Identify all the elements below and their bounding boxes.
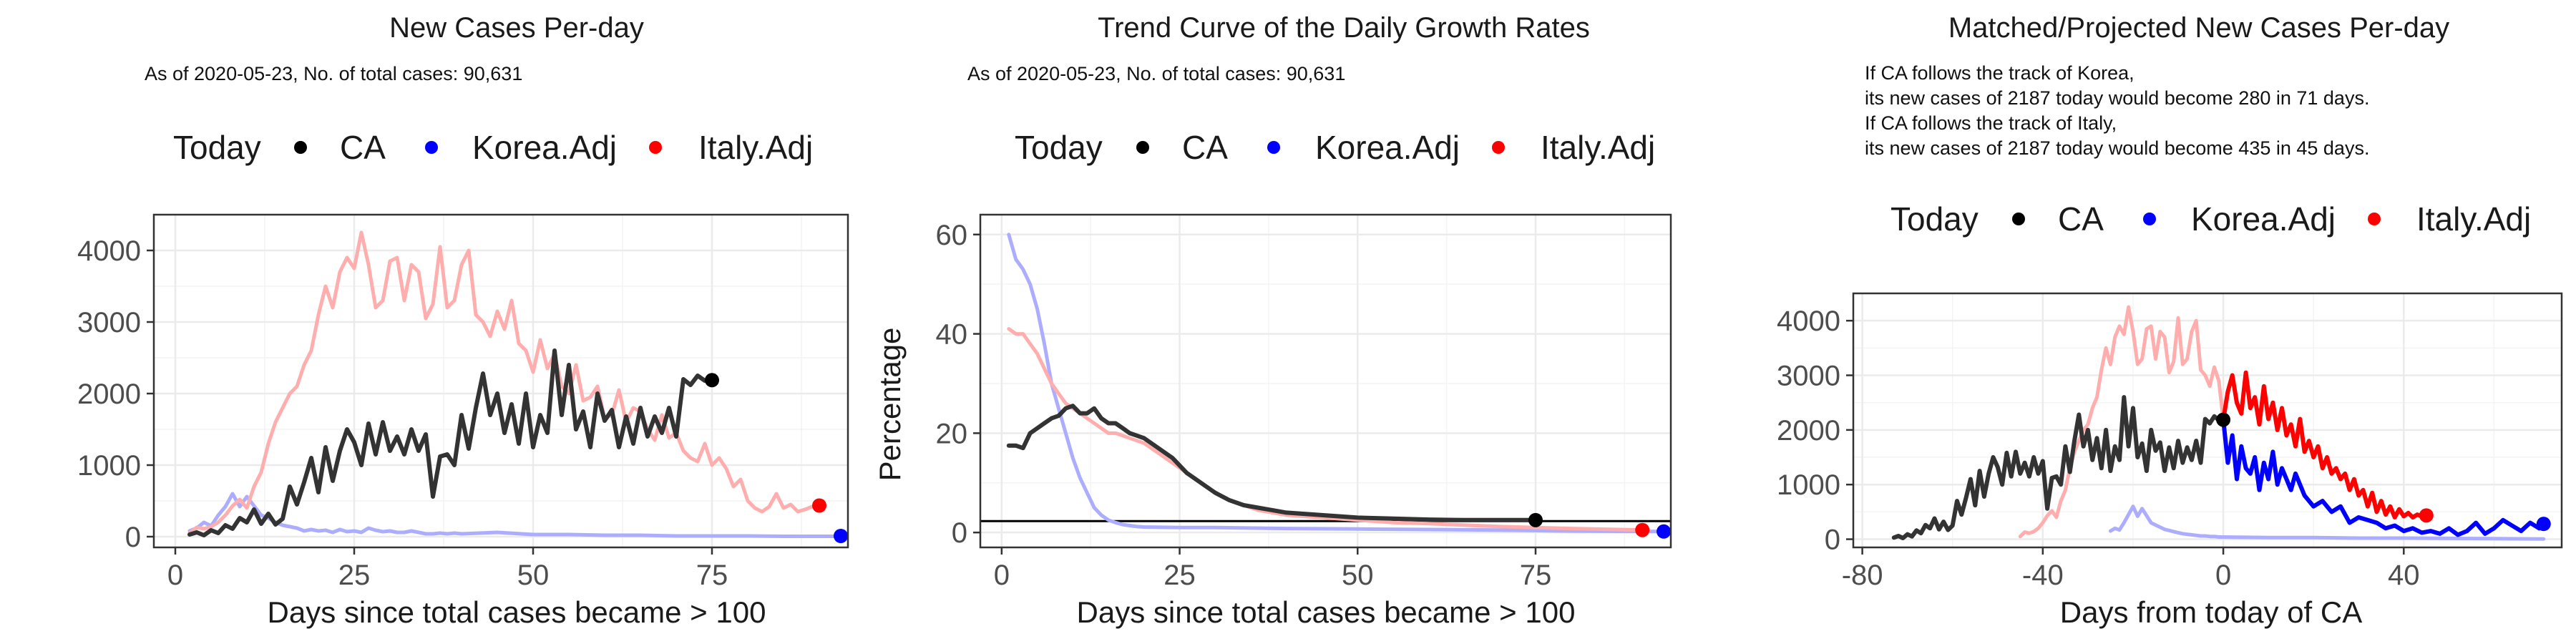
panel-growth-rates: Trend Curve of the Daily Growth Rates As… (873, 12, 1672, 629)
panel-projected-cases: Matched/Projected New Cases Per-day If C… (1777, 12, 2563, 629)
y-axis-label: Percentage (873, 328, 907, 482)
series-line-korea-adj (1007, 233, 1666, 534)
x-axis-label: Days since total cases became > 100 (1077, 595, 1576, 629)
x-tick-label: 25 (338, 560, 371, 591)
y-tick-label: 4000 (1777, 306, 1840, 337)
panel-new-cases: New Cases Per-day As of 2020-05-23, No. … (77, 12, 849, 629)
legend-dot-korea (425, 141, 438, 154)
today-point-italy-adj (1635, 522, 1650, 537)
today-point-italy-adj-projected (2419, 508, 2434, 523)
y-tick-label: 3000 (1777, 361, 1840, 392)
series-line-ca (187, 348, 714, 537)
x-tick-label: 25 (1163, 560, 1196, 591)
y-tick-label: 60 (936, 220, 968, 251)
series-line-italy-adj (2018, 305, 2225, 539)
y-tick-label: 0 (952, 517, 967, 549)
legend: Today CA Korea.Adj Italy.Adj (1015, 129, 1655, 166)
legend-dot-ca (2012, 213, 2025, 225)
series-line-italy-adj (1007, 327, 1644, 532)
x-tick-label: 0 (994, 560, 1010, 591)
today-point-ca (1528, 512, 1543, 527)
plot-frame (152, 213, 849, 549)
chart-subtitle: As of 2020-05-23, No. of total cases: 90… (967, 63, 1345, 84)
legend-dot-korea (2143, 213, 2156, 225)
legend-dot-ca (294, 141, 307, 154)
legend-label-ca: CA (340, 129, 386, 166)
series-line-italy-adj (187, 230, 821, 535)
legend: Today CA Korea.Adj Italy.Adj (173, 129, 813, 166)
x-axis-label: Days since total cases became > 100 (268, 595, 766, 629)
series-line-korea-adj (2108, 504, 2546, 541)
legend-label-italy: Italy.Adj (2416, 200, 2531, 238)
legend-label-korea: Korea.Adj (2191, 200, 2336, 238)
legend-dot-italy (649, 141, 662, 154)
x-tick-label: 50 (1342, 560, 1374, 591)
legend-label-korea: Korea.Adj (472, 129, 617, 166)
chart-title: Matched/Projected New Cases Per-day (1948, 12, 2449, 44)
y-tick-label: 0 (125, 522, 141, 553)
plot-frame (979, 213, 1672, 549)
x-tick-label: 40 (2388, 560, 2420, 591)
legend-dot-korea (1267, 141, 1280, 154)
legend-label-korea: Korea.Adj (1315, 129, 1460, 166)
legend-title: Today (1015, 129, 1103, 166)
legend: Today CA Korea.Adj Italy.Adj (1890, 200, 2531, 238)
legend-title: Today (173, 129, 261, 166)
annotation-line-4: its new cases of 2187 today would become… (1865, 137, 2369, 159)
x-tick-label: 50 (517, 560, 550, 591)
chart-title: New Cases Per-day (389, 12, 644, 44)
chart-subtitle: As of 2020-05-23, No. of total cases: 90… (145, 63, 522, 84)
x-tick-label: -80 (1842, 560, 1883, 591)
legend-label-italy: Italy.Adj (698, 129, 813, 166)
y-tick-label: 2000 (1777, 415, 1840, 447)
series-line-ca (1006, 404, 1538, 522)
y-tick-label: 1000 (77, 450, 141, 482)
legend-title: Today (1890, 200, 1979, 238)
series-line-korea-adj-projected (2221, 417, 2546, 537)
legend-dot-italy (1492, 141, 1505, 154)
x-tick-label: 0 (2215, 560, 2231, 591)
series-line-italy-adj-projected (2221, 370, 2429, 519)
annotation-line-2: its new cases of 2187 today would become… (1865, 87, 2369, 109)
annotation-line-1: If CA follows the track of Korea, (1865, 62, 2135, 84)
legend-dot-ca (1136, 141, 1149, 154)
today-point-korea-adj (834, 529, 848, 543)
plot-area: -80 -40 0 40 0 1000 2000 3000 4000 (1777, 292, 2563, 591)
legend-label-ca: CA (1182, 129, 1228, 166)
y-tick-label: 2000 (77, 379, 141, 410)
y-tick-label: 0 (1825, 525, 1840, 556)
plot-frame (1852, 292, 2563, 549)
y-tick-label: 1000 (1777, 469, 1840, 501)
today-point-korea-adj-projected (2536, 517, 2551, 532)
x-tick-label: 75 (696, 560, 728, 591)
plot-area: 0 25 50 75 0 1000 2000 3000 4000 (77, 213, 849, 591)
series-line-ca (1891, 395, 2226, 540)
annotation-line-3: If CA follows the track of Italy, (1865, 112, 2117, 134)
today-point-ca (705, 373, 719, 388)
legend-label-ca: CA (2058, 200, 2104, 238)
y-tick-label: 3000 (77, 307, 141, 338)
y-tick-label: 20 (936, 418, 968, 449)
today-point-ca (2216, 412, 2231, 427)
legend-dot-italy (2368, 213, 2381, 225)
x-axis-label: Days from today of CA (2060, 595, 2362, 629)
x-tick-label: 75 (1520, 560, 1552, 591)
y-tick-label: 4000 (77, 235, 141, 267)
series-line-korea-adj (187, 492, 843, 538)
x-tick-label: 0 (167, 560, 183, 591)
plot-area: 0 25 50 75 0 20 40 60 (936, 213, 1672, 591)
legend-label-italy: Italy.Adj (1541, 129, 1655, 166)
today-point-korea-adj (1657, 524, 1672, 539)
chart-title: Trend Curve of the Daily Growth Rates (1098, 12, 1590, 44)
annotation: If CA follows the track of Korea, its ne… (1865, 62, 2369, 159)
today-point-italy-adj (812, 498, 826, 513)
x-tick-label: -40 (2022, 560, 2064, 591)
y-tick-label: 40 (936, 319, 968, 351)
